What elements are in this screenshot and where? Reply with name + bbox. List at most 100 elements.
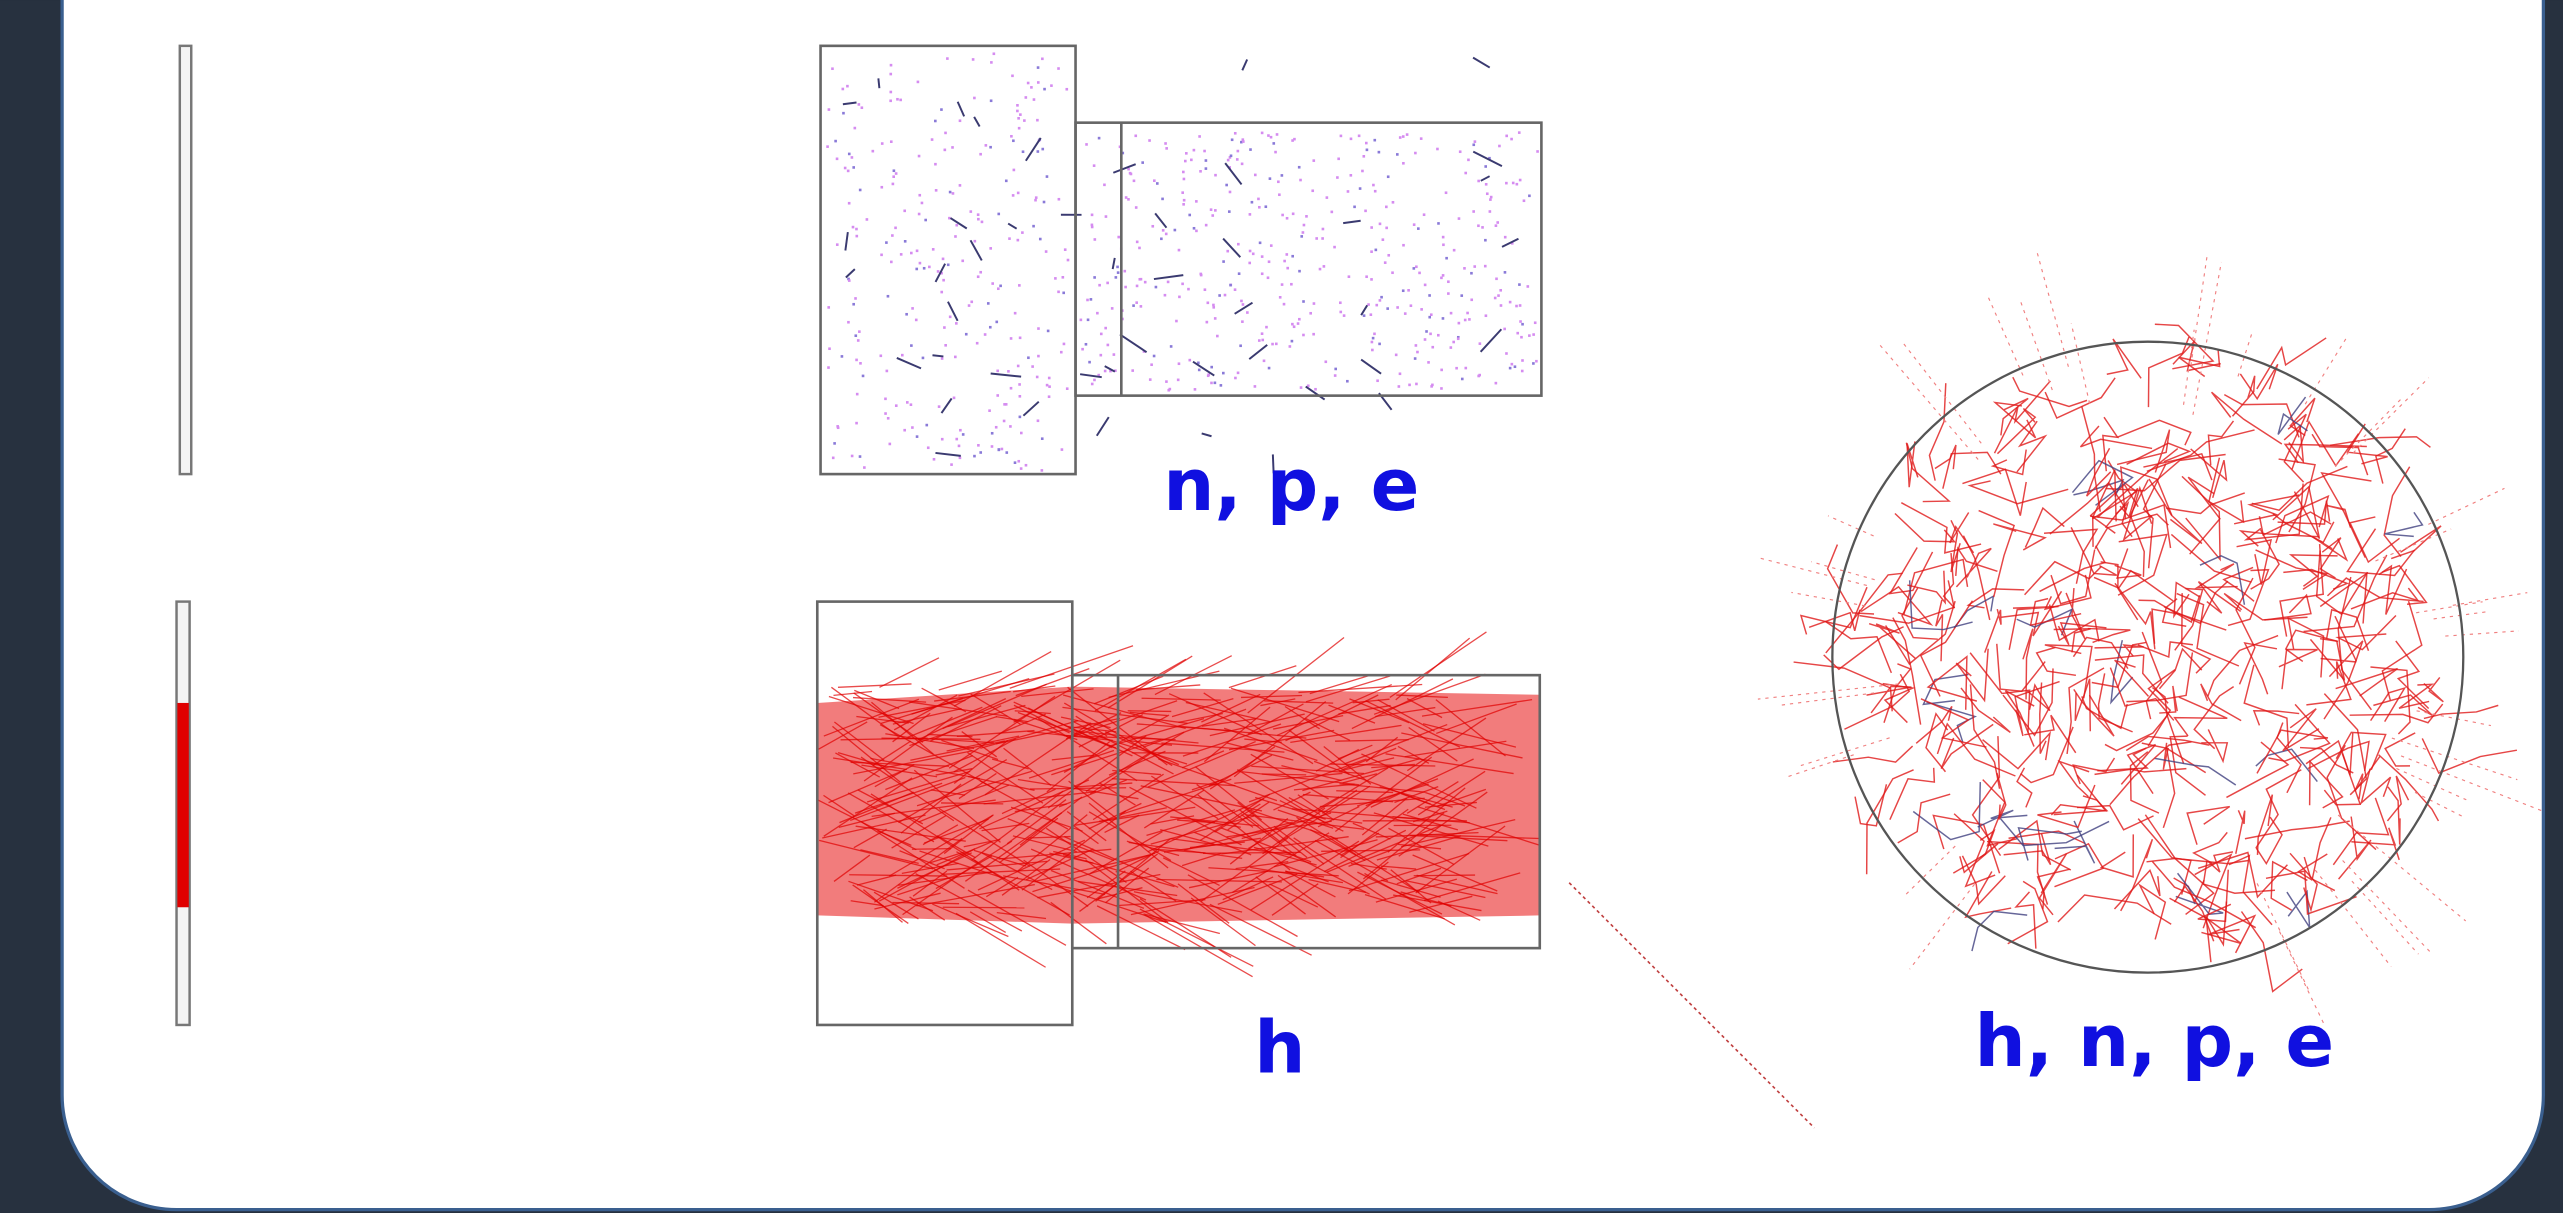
hit-dot <box>1012 139 1015 142</box>
hit-dot <box>855 359 858 362</box>
hit-dot <box>1290 283 1293 286</box>
hit-dot <box>1406 133 1409 136</box>
hit-dot <box>1136 285 1139 288</box>
shower-track <box>943 907 1025 908</box>
hit-dot <box>1396 306 1399 309</box>
hit-dot <box>1299 179 1302 182</box>
hit-dot <box>1081 348 1084 351</box>
hit-dot <box>1504 236 1507 239</box>
hit-dot <box>857 339 860 342</box>
hit-dot <box>1019 395 1022 398</box>
hit-dot <box>1362 155 1365 158</box>
hit-dot <box>965 333 968 336</box>
hit-dot <box>1311 189 1314 192</box>
hit-dot <box>970 301 973 304</box>
hit-dot <box>1229 284 1232 287</box>
hit-dot <box>962 433 965 436</box>
hit-dot <box>1523 199 1526 202</box>
hit-dot <box>906 401 909 404</box>
hit-dot <box>884 398 887 401</box>
hit-dot <box>1472 210 1475 213</box>
hit-dot <box>1048 377 1051 380</box>
hit-dot <box>1274 151 1277 154</box>
hit-dot <box>995 426 998 429</box>
hit-dot <box>1399 372 1402 375</box>
hit-dot <box>1016 104 1019 107</box>
hit-dot <box>1199 273 1202 276</box>
hit-dot <box>1474 140 1477 143</box>
hit-dot <box>1300 235 1303 238</box>
hit-dot <box>1371 349 1374 352</box>
hit-dot <box>847 170 850 173</box>
hit-dot <box>1156 182 1159 185</box>
hit-dot <box>1286 217 1289 220</box>
hit-dot <box>1270 136 1273 139</box>
hit-dot <box>944 149 947 152</box>
hit-dot <box>904 240 907 243</box>
hit-dot <box>1117 271 1120 274</box>
hit-dot <box>1440 369 1443 372</box>
hit-dot <box>1509 301 1512 304</box>
hit-dot <box>1164 294 1167 297</box>
hit-dot <box>1237 150 1240 153</box>
hit-dot <box>889 91 892 94</box>
hit-dot <box>1478 374 1481 377</box>
hit-dot <box>1268 367 1271 370</box>
hit-dot <box>1174 229 1177 232</box>
hit-dot <box>1043 88 1046 91</box>
hit-dot <box>1516 183 1519 186</box>
hit-dot <box>1536 150 1539 153</box>
hit-dot <box>1103 184 1106 187</box>
hit-dot <box>993 52 996 55</box>
hit-dot <box>1249 213 1252 216</box>
hit-dot <box>859 455 862 458</box>
hit-dot <box>1436 148 1439 151</box>
hit-dot <box>1532 333 1535 336</box>
hit-dot <box>1098 137 1101 140</box>
hit-dot <box>1528 194 1531 197</box>
hit-dot <box>1182 203 1185 206</box>
hit-dot <box>1187 288 1190 291</box>
hit-dot <box>1442 243 1445 246</box>
hit-dot <box>1386 307 1389 310</box>
hit-dot <box>927 446 930 449</box>
hit-dot <box>1505 135 1508 138</box>
hit-dot <box>1470 298 1473 301</box>
hit-dot <box>1292 212 1295 215</box>
hit-dot <box>1384 261 1387 264</box>
hit-dot <box>1364 210 1367 213</box>
hit-dot <box>1167 281 1170 284</box>
hit-dot <box>890 64 893 67</box>
hit-dot <box>1057 291 1060 294</box>
hit-dot <box>1473 265 1476 268</box>
hit-dot <box>1206 321 1209 324</box>
hit-dot <box>1088 361 1091 364</box>
hit-dot <box>1515 305 1518 308</box>
hit-dot <box>1485 314 1488 317</box>
hit-dot <box>1387 254 1390 257</box>
hit-dot <box>1190 159 1193 162</box>
hit-dot <box>1285 253 1288 256</box>
hit-dot <box>938 405 941 408</box>
hit-dot <box>1140 278 1143 281</box>
hit-dot <box>1227 159 1230 162</box>
hit-dot <box>979 451 982 454</box>
hit-dot <box>1276 133 1279 136</box>
hit-dot <box>1370 226 1373 229</box>
hit-dot <box>1091 383 1094 386</box>
hit-dot <box>894 227 897 230</box>
hit-dot <box>1018 127 1021 130</box>
hit-dot <box>941 357 944 360</box>
hit-dot <box>1375 249 1378 252</box>
hit-dot <box>1413 223 1416 226</box>
hit-dot <box>1060 351 1063 354</box>
hit-dot <box>1058 198 1061 201</box>
hit-dot <box>1505 352 1508 355</box>
hit-dot <box>1495 382 1498 385</box>
hit-dot <box>1254 174 1257 177</box>
hit-dot <box>1358 135 1361 138</box>
hit-dot <box>1037 150 1040 153</box>
hit-dot <box>1265 326 1268 329</box>
hit-dot <box>836 243 839 246</box>
hit-dot <box>1385 206 1388 209</box>
